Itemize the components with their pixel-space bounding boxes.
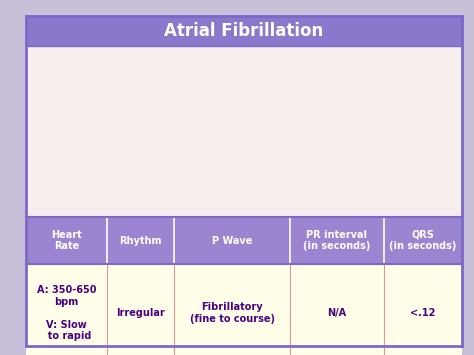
- Text: N/A: N/A: [327, 308, 346, 318]
- Text: P Wave: P Wave: [212, 235, 252, 246]
- Text: Rhythm: Rhythm: [119, 235, 162, 246]
- Text: <.12: <.12: [410, 308, 436, 318]
- Text: Fibrillatory
(fine to course): Fibrillatory (fine to course): [190, 302, 274, 324]
- Text: Irregular: Irregular: [116, 308, 165, 318]
- Text: PR interval
(in seconds): PR interval (in seconds): [303, 230, 371, 251]
- Text: QRS
(in seconds): QRS (in seconds): [389, 230, 456, 251]
- Text: A: 350-650
bpm

V: Slow
  to rapid: A: 350-650 bpm V: Slow to rapid: [36, 285, 96, 342]
- Text: Heart
Rate: Heart Rate: [51, 230, 82, 251]
- Text: Atrial Fibrillation: Atrial Fibrillation: [164, 22, 324, 40]
